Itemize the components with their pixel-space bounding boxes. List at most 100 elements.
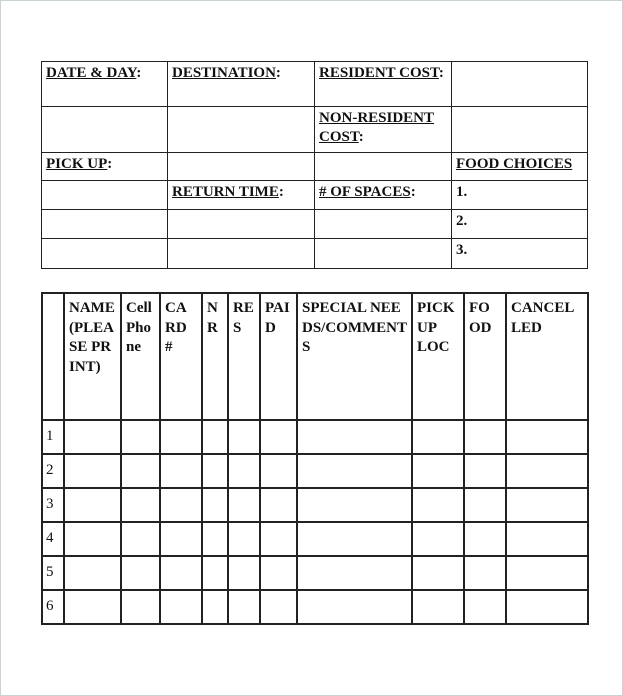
non-resident-cost-field[interactable] bbox=[451, 106, 588, 153]
roster-cell[interactable] bbox=[259, 419, 298, 455]
spaces-field[interactable] bbox=[314, 209, 452, 239]
header-nr: NR bbox=[201, 292, 229, 421]
non-resident-cost-label: NON-RESIDENT COST: bbox=[314, 106, 452, 153]
header-paid: PAID bbox=[259, 292, 298, 421]
return-time-field[interactable] bbox=[41, 209, 168, 239]
roster-cell[interactable] bbox=[159, 589, 203, 625]
header-card: CARD # bbox=[159, 292, 203, 421]
roster-cell[interactable] bbox=[296, 521, 413, 557]
roster-cell[interactable] bbox=[201, 487, 229, 523]
roster-cell[interactable] bbox=[411, 521, 465, 557]
roster-cell[interactable] bbox=[296, 555, 413, 591]
header-number bbox=[41, 292, 65, 421]
row-number: 6 bbox=[41, 589, 65, 625]
roster-cell[interactable] bbox=[259, 521, 298, 557]
header-res: RES bbox=[227, 292, 261, 421]
roster-cell[interactable] bbox=[63, 453, 122, 489]
date-day-field[interactable] bbox=[41, 106, 168, 153]
roster-cell[interactable] bbox=[159, 453, 203, 489]
empty-cell[interactable] bbox=[41, 180, 168, 210]
destination-field[interactable] bbox=[167, 106, 315, 153]
food-choices-label: FOOD CHOICES bbox=[451, 152, 588, 181]
roster-cell[interactable] bbox=[505, 589, 589, 625]
pick-up-label: PICK UP: bbox=[41, 152, 168, 181]
roster-cell[interactable] bbox=[411, 419, 465, 455]
roster-cell[interactable] bbox=[296, 453, 413, 489]
roster-cell[interactable] bbox=[296, 589, 413, 625]
empty-cell[interactable] bbox=[314, 238, 452, 269]
roster-cell[interactable] bbox=[201, 555, 229, 591]
header-cancelled: CANCELLED bbox=[505, 292, 589, 421]
roster-cell[interactable] bbox=[120, 521, 161, 557]
food-choice-1[interactable]: 1. bbox=[451, 180, 588, 210]
table-row: 5 bbox=[41, 555, 589, 591]
roster-cell[interactable] bbox=[505, 419, 589, 455]
roster-table: NAME (PLEASE PRINT) Cell Phone CARD # NR… bbox=[41, 292, 589, 625]
roster-cell[interactable] bbox=[296, 419, 413, 455]
roster-cell[interactable] bbox=[63, 419, 122, 455]
resident-cost-field[interactable] bbox=[451, 61, 588, 107]
roster-cell[interactable] bbox=[505, 487, 589, 523]
roster-cell[interactable] bbox=[505, 453, 589, 489]
roster-cell[interactable] bbox=[505, 555, 589, 591]
table-row: 6 bbox=[41, 589, 589, 625]
table-row: 2 bbox=[41, 453, 589, 489]
return-time-label: RETURN TIME: bbox=[167, 180, 315, 210]
roster-cell[interactable] bbox=[411, 589, 465, 625]
food-choice-2[interactable]: 2. bbox=[451, 209, 588, 239]
row-number: 4 bbox=[41, 521, 65, 557]
roster-cell[interactable] bbox=[201, 419, 229, 455]
roster-cell[interactable] bbox=[296, 487, 413, 523]
roster-cell[interactable] bbox=[120, 419, 161, 455]
roster-cell[interactable] bbox=[227, 555, 261, 591]
table-row: 4 bbox=[41, 521, 589, 557]
roster-cell[interactable] bbox=[463, 419, 507, 455]
roster-cell[interactable] bbox=[463, 453, 507, 489]
roster-cell[interactable] bbox=[201, 589, 229, 625]
roster-cell[interactable] bbox=[227, 487, 261, 523]
roster-cell[interactable] bbox=[159, 555, 203, 591]
header-special-needs: SPECIAL NEEDS/COMMENTS bbox=[296, 292, 413, 421]
food-choice-3[interactable]: 3. bbox=[451, 238, 588, 269]
destination-label: DESTINATION: bbox=[167, 61, 315, 107]
spaces-label: # OF SPACES: bbox=[314, 180, 452, 210]
roster-cell[interactable] bbox=[227, 419, 261, 455]
empty-cell[interactable] bbox=[167, 209, 315, 239]
roster-cell[interactable] bbox=[411, 453, 465, 489]
empty-cell[interactable] bbox=[314, 152, 452, 181]
roster-cell[interactable] bbox=[463, 521, 507, 557]
empty-cell[interactable] bbox=[167, 238, 315, 269]
roster-cell[interactable] bbox=[201, 521, 229, 557]
roster-cell[interactable] bbox=[227, 589, 261, 625]
roster-cell[interactable] bbox=[159, 419, 203, 455]
roster-cell[interactable] bbox=[227, 521, 261, 557]
roster-cell[interactable] bbox=[120, 487, 161, 523]
roster-cell[interactable] bbox=[463, 555, 507, 591]
roster-cell[interactable] bbox=[201, 453, 229, 489]
roster-cell[interactable] bbox=[120, 589, 161, 625]
roster-cell[interactable] bbox=[63, 589, 122, 625]
roster-cell[interactable] bbox=[411, 555, 465, 591]
roster-cell[interactable] bbox=[120, 555, 161, 591]
roster-cell[interactable] bbox=[120, 453, 161, 489]
roster-cell[interactable] bbox=[63, 487, 122, 523]
roster-cell[interactable] bbox=[505, 521, 589, 557]
roster-cell[interactable] bbox=[227, 453, 261, 489]
roster-cell[interactable] bbox=[411, 487, 465, 523]
pick-up-field[interactable] bbox=[167, 152, 315, 181]
empty-cell[interactable] bbox=[41, 238, 168, 269]
roster-cell[interactable] bbox=[159, 487, 203, 523]
roster-cell[interactable] bbox=[463, 589, 507, 625]
roster-cell[interactable] bbox=[63, 555, 122, 591]
roster-cell[interactable] bbox=[159, 521, 203, 557]
roster-cell[interactable] bbox=[259, 487, 298, 523]
resident-cost-label: RESIDENT COST: bbox=[314, 61, 452, 107]
roster-cell[interactable] bbox=[63, 521, 122, 557]
header-cell-phone: Cell Phone bbox=[120, 292, 161, 421]
trip-info-table: DATE & DAY: DESTINATION: RESIDENT COST: … bbox=[41, 61, 588, 269]
roster-cell[interactable] bbox=[259, 453, 298, 489]
header-name: NAME (PLEASE PRINT) bbox=[63, 292, 122, 421]
roster-cell[interactable] bbox=[259, 589, 298, 625]
roster-cell[interactable] bbox=[463, 487, 507, 523]
roster-cell[interactable] bbox=[259, 555, 298, 591]
